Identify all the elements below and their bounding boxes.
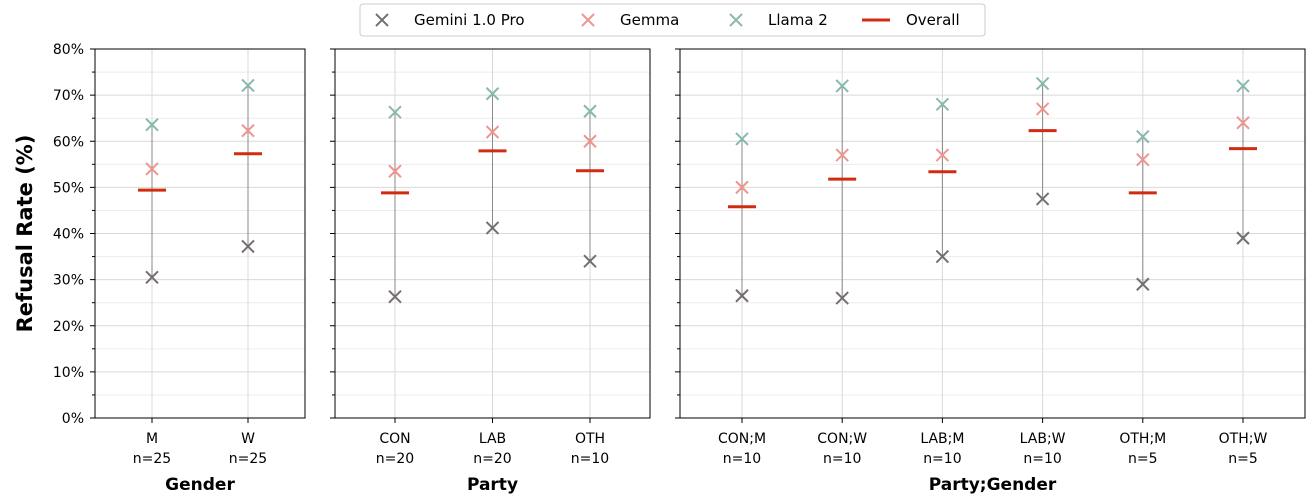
- x-tick-label: CON: [379, 431, 410, 447]
- x-tick-count: n=20: [473, 451, 511, 467]
- point-gemini-1-0-pro: [145, 270, 159, 285]
- y-tick-label: 40%: [53, 227, 84, 243]
- legend-label: Gemini 1.0 Pro: [414, 11, 525, 29]
- point-gemma: [735, 180, 749, 195]
- legend-label: Gemma: [620, 11, 679, 29]
- point-gemma: [388, 164, 402, 178]
- point-llama-2: [241, 78, 255, 93]
- y-tick-label: 10%: [53, 365, 84, 381]
- x-tick-count: n=25: [133, 451, 171, 467]
- point-gemma: [835, 148, 849, 162]
- x-tick-label: OTH;M: [1119, 431, 1166, 447]
- point-gemma: [1136, 152, 1150, 167]
- point-gemini-1-0-pro: [1035, 192, 1050, 206]
- point-llama-2: [583, 104, 597, 118]
- point-llama-2: [388, 105, 402, 119]
- point-llama-2: [1236, 79, 1250, 93]
- point-gemma: [1035, 102, 1050, 116]
- legend-swatch-x: [375, 13, 389, 27]
- legend-swatch-x: [729, 13, 743, 27]
- point-llama-2: [1035, 76, 1050, 91]
- x-tick-count: n=25: [229, 451, 267, 467]
- y-tick-label: 60%: [53, 134, 84, 150]
- y-tick-label: 30%: [53, 273, 84, 289]
- x-axis-label: Party;Gender: [929, 475, 1057, 495]
- x-tick-label: CON;W: [817, 431, 867, 447]
- y-tick-label: 0%: [62, 411, 84, 427]
- x-tick-label: M: [146, 431, 158, 447]
- point-gemini-1-0-pro: [485, 221, 500, 235]
- point-llama-2: [935, 97, 950, 112]
- point-gemini-1-0-pro: [1236, 231, 1250, 245]
- point-llama-2: [145, 117, 159, 132]
- x-tick-label: LAB: [479, 431, 506, 447]
- x-tick-count: n=10: [571, 451, 609, 467]
- point-gemini-1-0-pro: [388, 289, 402, 304]
- legend-box: [359, 3, 986, 37]
- x-axis-label: Gender: [165, 475, 235, 495]
- point-gemma: [241, 123, 255, 138]
- point-gemma: [485, 125, 500, 139]
- x-tick-label: LAB;W: [1020, 431, 1066, 447]
- legend-label: Overall: [906, 11, 960, 29]
- legend-label: Llama 2: [768, 11, 828, 29]
- x-tick-label: W: [241, 431, 255, 447]
- point-gemini-1-0-pro: [835, 291, 849, 305]
- x-tick-label: CON;M: [718, 431, 766, 447]
- x-tick-count: n=5: [1128, 451, 1158, 467]
- point-gemini-1-0-pro: [935, 249, 950, 264]
- x-tick-label: LAB;M: [920, 431, 964, 447]
- y-tick-label: 50%: [53, 180, 84, 196]
- x-tick-count: n=5: [1228, 451, 1258, 467]
- point-gemini-1-0-pro: [1136, 277, 1150, 291]
- point-llama-2: [1136, 129, 1150, 144]
- x-tick-count: n=10: [823, 451, 861, 467]
- x-tick-count: n=10: [1023, 451, 1061, 467]
- y-tick-label: 70%: [53, 88, 84, 104]
- point-llama-2: [835, 79, 849, 93]
- point-gemini-1-0-pro: [735, 289, 749, 303]
- x-tick-count: n=20: [376, 451, 414, 467]
- x-tick-count: n=10: [723, 451, 761, 467]
- point-gemma: [145, 162, 159, 176]
- y-tick-label: 80%: [53, 42, 84, 58]
- y-tick-label: 20%: [53, 319, 84, 335]
- x-axis-label: Party: [467, 475, 518, 495]
- point-gemini-1-0-pro: [241, 239, 255, 254]
- point-llama-2: [485, 87, 500, 101]
- x-tick-label: OTH: [575, 431, 605, 447]
- x-tick-label: OTH;W: [1219, 431, 1268, 447]
- y-axis-label: Refusal Rate (%): [13, 135, 37, 333]
- legend-swatch-x: [581, 13, 595, 27]
- point-gemma: [935, 148, 950, 162]
- point-llama-2: [735, 132, 749, 146]
- point-gemma: [1236, 116, 1250, 130]
- x-tick-count: n=10: [923, 451, 961, 467]
- point-gemini-1-0-pro: [583, 254, 597, 268]
- point-gemma: [583, 134, 597, 148]
